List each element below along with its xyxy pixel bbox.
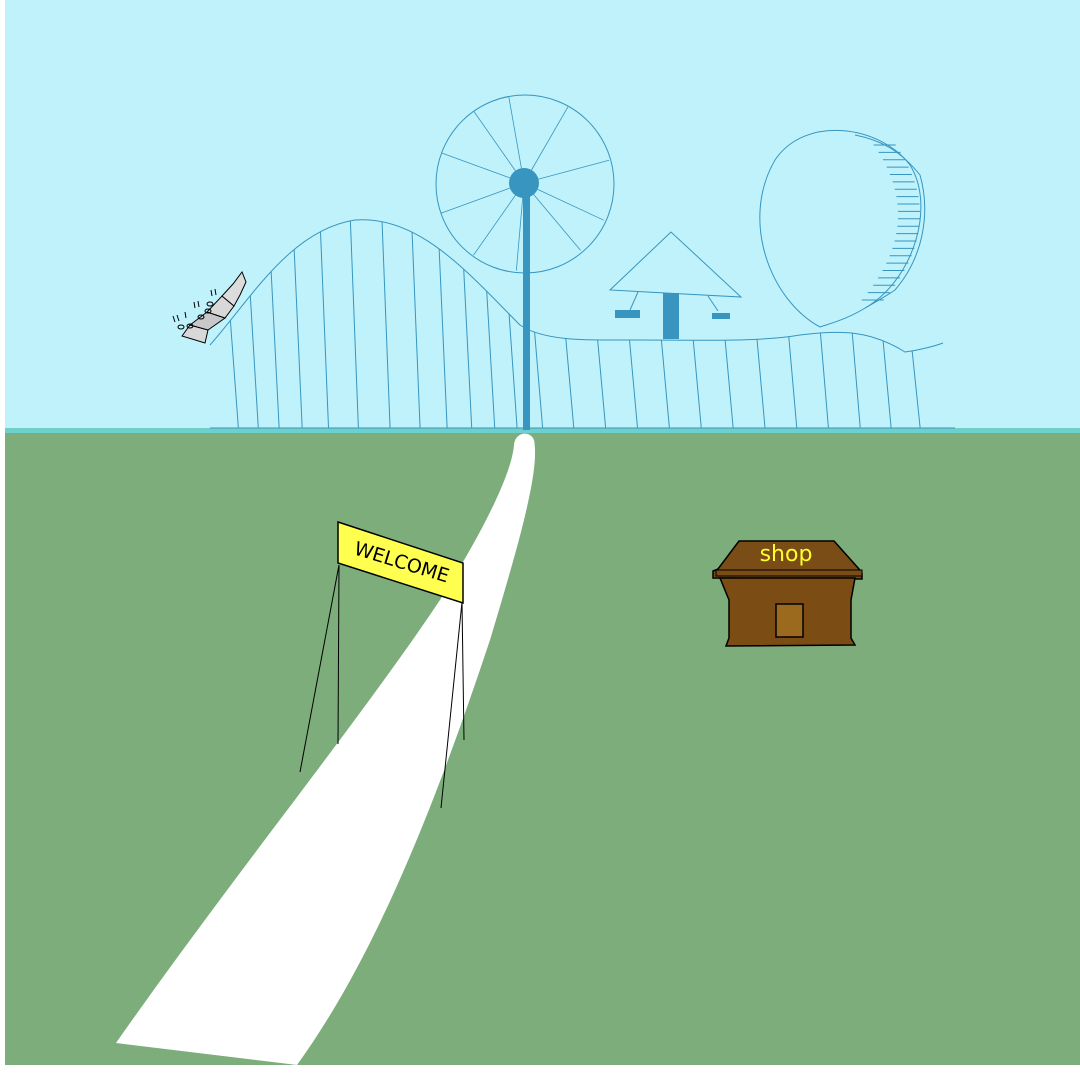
coaster-loop-rails <box>861 144 920 301</box>
horizon-line <box>5 428 1080 433</box>
swing-ride-pole <box>663 293 679 339</box>
coaster-car <box>172 270 247 344</box>
coaster-track <box>209 219 944 353</box>
welcome-banner-board <box>337 520 464 605</box>
shop-label: shop <box>760 542 813 567</box>
swing-ride <box>608 231 743 339</box>
ferris-wheel-spokes <box>441 96 610 271</box>
coaster-supports <box>229 220 921 429</box>
ferris-wheel-hub <box>509 168 539 198</box>
sky <box>5 0 1080 432</box>
roller-coaster <box>209 219 955 429</box>
entrance-path <box>116 433 536 1065</box>
swing-seat-right <box>712 313 730 319</box>
ferris-wheel <box>435 94 615 430</box>
swing-seat-left <box>615 310 640 318</box>
shop-door <box>775 603 804 638</box>
grass-field <box>5 432 1080 1065</box>
ferris-wheel-pole <box>523 190 530 430</box>
shop-building: shop <box>712 540 863 647</box>
